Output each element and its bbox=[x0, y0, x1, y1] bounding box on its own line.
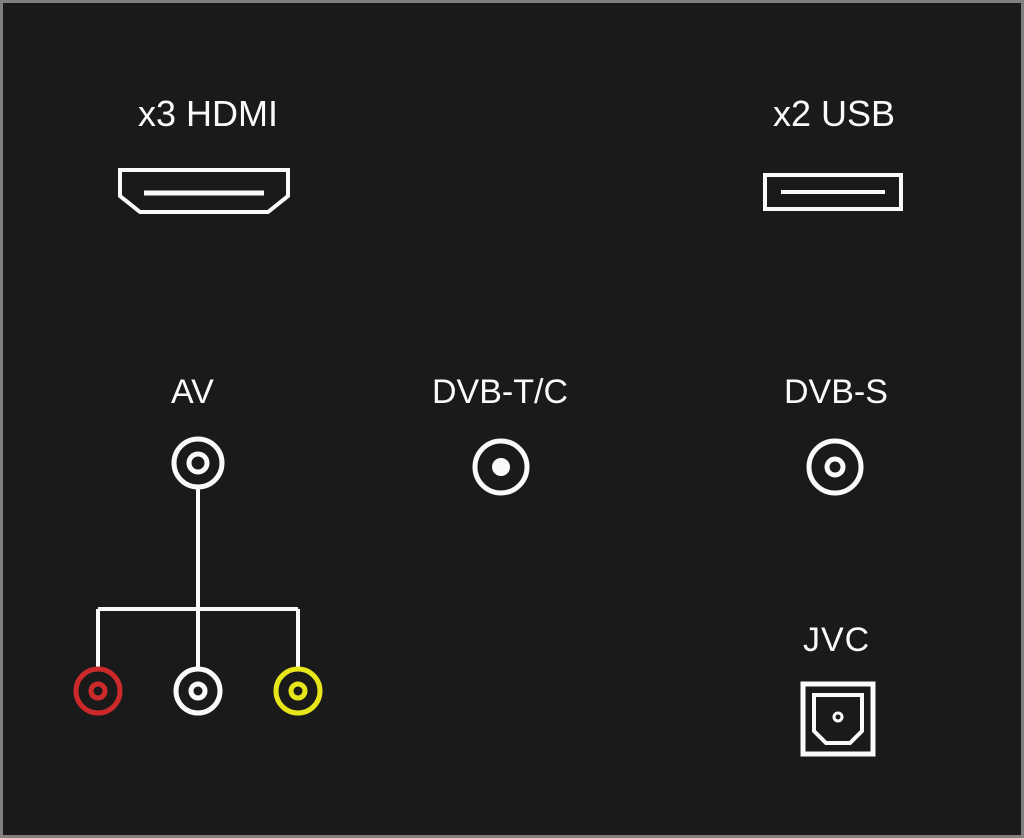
dvbtc-label: DVB-T/C bbox=[432, 373, 568, 412]
jvc-optical-icon bbox=[800, 681, 876, 757]
jvc-label: JVC bbox=[803, 621, 870, 660]
dvbtc-coax-icon bbox=[471, 437, 531, 497]
hdmi-label: x3 HDMI bbox=[138, 93, 278, 135]
av-tree-icon bbox=[73, 428, 333, 748]
dvbs-coax-icon bbox=[805, 437, 865, 497]
usb-label: x2 USB bbox=[773, 93, 895, 135]
usb-port-icon bbox=[763, 173, 903, 213]
hdmi-port-icon bbox=[118, 168, 290, 218]
av-label: AV bbox=[171, 373, 214, 412]
connector-panel: x3 HDMI x2 USB AV DVB-T/C bbox=[3, 3, 1021, 835]
dvbs-label: DVB-S bbox=[784, 373, 888, 412]
